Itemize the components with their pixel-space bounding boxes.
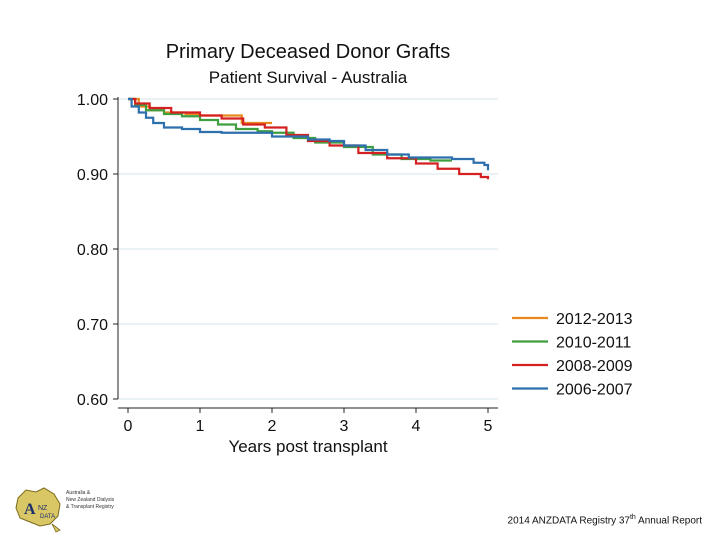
y-tick-label: 0.60 [77, 392, 108, 409]
logo-caption-line: & Transplant Registry [66, 504, 114, 510]
logo-caption-line: New Zealand Dialysis [66, 497, 115, 503]
y-tick-label: 0.80 [77, 242, 108, 259]
footer-text-after: Annual Report [635, 515, 702, 526]
gridlines [118, 98, 498, 400]
legend-label: 2006-2007 [556, 382, 633, 399]
x-tick-label: 2 [268, 418, 277, 435]
legend-label: 2008-2009 [556, 358, 633, 375]
anzdata-logo: A NZ DATA [15, 487, 61, 533]
x-tick-label: 3 [340, 418, 349, 435]
series-lines [128, 97, 490, 180]
chart-title: Primary Deceased Donor Grafts [166, 41, 451, 63]
y-tick-label: 0.70 [77, 317, 108, 334]
logo-letter-a: A [24, 501, 36, 518]
footer-sup: th [629, 513, 636, 521]
axes: 1.00 0.90 0.80 0.70 0.60 0 1 2 3 4 5 [77, 92, 498, 435]
x-tick-label: 4 [412, 418, 421, 435]
series-line-2008-2009 [128, 97, 490, 180]
x-tick-label: 5 [484, 418, 493, 435]
legend-label: 2012-2013 [556, 311, 633, 328]
chart-subtitle: Patient Survival - Australia [209, 68, 408, 87]
x-axis-label: Years post transplant [228, 437, 387, 456]
y-tick-label: 0.90 [77, 167, 108, 184]
x-tick-label: 0 [124, 418, 133, 435]
logo-letters-data: DATA [40, 514, 55, 520]
footer-citation: 2014 ANZDATA Registry 37th Annual Report [508, 514, 702, 526]
logo-caption: Australia & New Zealand Dialysis & Trans… [66, 490, 126, 511]
legend-label: 2010-2011 [556, 335, 631, 352]
x-tick-label: 1 [196, 418, 205, 435]
series-line-2006-2007 [128, 97, 490, 171]
y-tick-label: 1.00 [77, 92, 108, 109]
legend: 2012-2013 2010-2011 2008-2009 2006-2007 [512, 311, 633, 399]
logo-caption-line: Australia & [66, 490, 91, 496]
logo-letters-nz: NZ [38, 505, 48, 512]
series-line-2010-2011 [128, 97, 452, 162]
footer-text: 2014 ANZDATA Registry 37 [507, 515, 630, 526]
